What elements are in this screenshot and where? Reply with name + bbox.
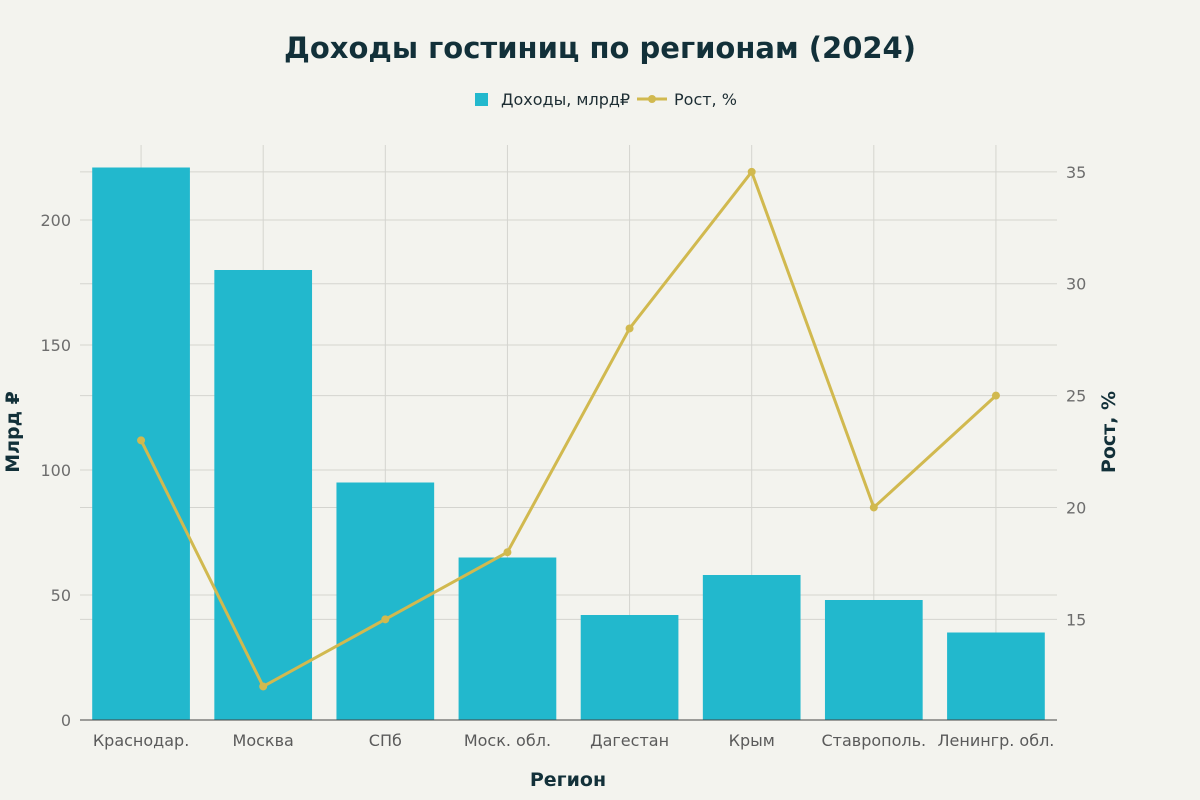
growth-point-7: [869, 503, 878, 512]
bars: [92, 167, 1045, 720]
left-tick-label: 100: [40, 461, 71, 480]
bar-4: [458, 557, 557, 720]
right-tick-label: 35: [1066, 163, 1086, 182]
right-axis-ticks: 15 20 25 30 35: [1066, 163, 1086, 629]
right-tick-label: 20: [1066, 498, 1086, 517]
x-tick-label: Ставрополь.: [821, 731, 926, 750]
chart-title: Доходы гостиниц по регионам (2024): [284, 31, 916, 65]
growth-point-3: [381, 615, 390, 624]
x-tick-label: Дагестан: [590, 731, 669, 750]
left-axis-ticks: 0 50 100 150 200: [40, 211, 71, 730]
legend-label-revenue: Доходы, млрд₽: [501, 90, 630, 109]
x-tick-label: Моск. обл.: [464, 731, 551, 750]
bar-7: [824, 600, 923, 720]
growth-point-5: [625, 324, 634, 333]
right-tick-label: 15: [1066, 610, 1086, 629]
right-tick-label: 25: [1066, 387, 1086, 406]
left-tick-label: 150: [40, 336, 71, 355]
left-tick-label: 50: [51, 586, 71, 605]
legend-label-growth: Рост, %: [674, 90, 737, 109]
growth-line: [139, 170, 997, 688]
y2-axis-title: Рост, %: [1098, 391, 1120, 473]
growth-line-group: [137, 167, 1000, 691]
growth-point-2: [259, 682, 268, 691]
x-tick-label: Крым: [729, 731, 775, 750]
growth-point-1: [137, 436, 146, 445]
bar-6: [702, 575, 801, 720]
x-tick-label: Ленингр. обл.: [937, 731, 1054, 750]
x-tick-label: Краснодар.: [93, 731, 189, 750]
bar-5: [580, 615, 679, 720]
x-axis-ticks: Краснодар. Москва СПб Моск. обл. Дагестан Кры…: [93, 731, 1055, 750]
right-tick-label: 30: [1066, 275, 1086, 294]
bar-2: [214, 270, 313, 720]
left-tick-label: 200: [40, 211, 71, 230]
y-axis-title: Млрд ₽: [2, 391, 24, 473]
growth-point-4: [503, 548, 512, 557]
legend: Доходы, млрд₽ Рост, %: [475, 90, 737, 109]
left-tick-label: 0: [61, 711, 71, 730]
x-axis-title: Регион: [530, 769, 606, 791]
legend-swatch-growth-marker: [648, 95, 656, 103]
growth-point-6: [747, 167, 756, 176]
x-tick-label: СПб: [369, 731, 402, 750]
bar-8: [947, 632, 1045, 720]
x-tick-label: Москва: [233, 731, 294, 750]
legend-swatch-revenue: [475, 93, 488, 106]
growth-point-8: [991, 391, 1000, 400]
